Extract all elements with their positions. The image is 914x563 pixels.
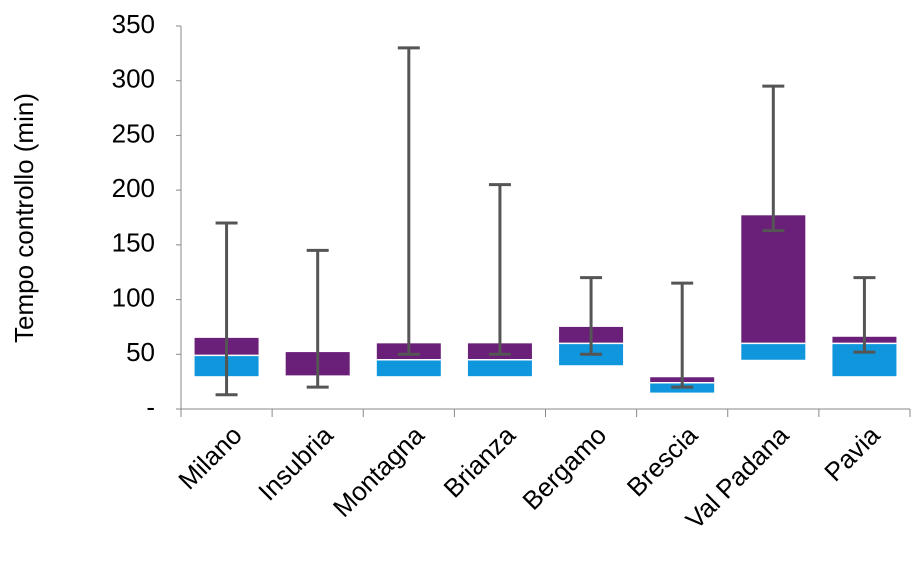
y-tick-label: - xyxy=(146,392,155,422)
x-tick-label: Pavia xyxy=(818,420,886,488)
x-tick-label: Milano xyxy=(172,420,247,495)
x-tick-label: Bergamo xyxy=(516,420,612,516)
y-tick-label: 150 xyxy=(112,228,155,258)
x-tick-label: Insubria xyxy=(252,420,339,507)
x-tick-label: Brianza xyxy=(437,420,521,504)
y-tick-label: 50 xyxy=(126,337,155,367)
box-lower xyxy=(376,359,441,377)
x-tick-label: Montagna xyxy=(327,420,430,523)
y-tick-label: 100 xyxy=(112,282,155,312)
y-tick-label: 300 xyxy=(112,64,155,94)
box-upper xyxy=(741,215,806,344)
y-tick-label: 200 xyxy=(112,173,155,203)
y-tick-label: 350 xyxy=(112,9,155,39)
box-lower xyxy=(741,343,806,360)
box-lower xyxy=(467,359,532,377)
y-axis-label: Tempo controllo (min) xyxy=(9,93,39,343)
x-tick-label: Brescia xyxy=(621,420,704,503)
y-tick-label: 250 xyxy=(112,118,155,148)
